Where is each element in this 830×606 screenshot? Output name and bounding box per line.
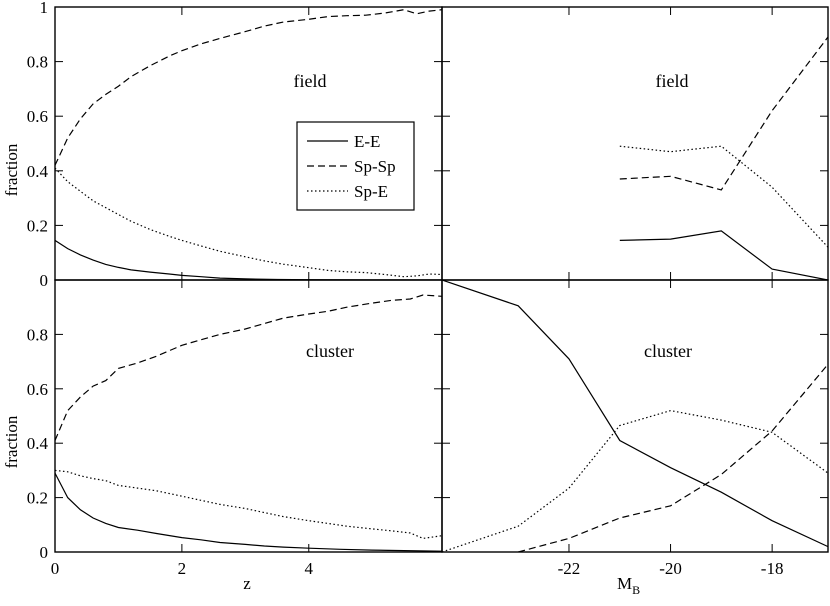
x-tick-label-z-4: 4 <box>305 559 314 578</box>
y-tick-label-top-0-6: 0.6 <box>27 107 48 126</box>
panel-label-field-z: field <box>294 71 327 91</box>
y-tick-label-top-0: 0 <box>40 271 49 290</box>
x-tick-label-mb-22: -22 <box>558 559 581 578</box>
y-tick-label-top-0-2: 0.2 <box>27 216 48 235</box>
panel-frame-cluster-mb <box>441 279 829 553</box>
panel-label-field-mb: field <box>656 71 689 91</box>
y-axis-label-top: fraction <box>2 143 21 196</box>
y-tick-label-top-1: 1 <box>40 0 49 17</box>
legend: E-E Sp-Sp Sp-E <box>296 121 415 211</box>
y-tick-label-bottom-0-6: 0.6 <box>27 380 48 399</box>
panels-layer: field field cluster cluster <box>54 6 829 553</box>
y-tick-label-top-0-8: 0.8 <box>27 53 48 72</box>
panel-frame-cluster-z <box>54 279 443 553</box>
series-line-field-mb-sp-e <box>619 145 828 248</box>
panel-cluster-mb: cluster <box>442 280 828 552</box>
legend-entry-sp-sp: Sp-Sp <box>354 157 396 176</box>
panel-field-mb: field <box>619 36 828 280</box>
series-line-field-mb-e-e <box>619 230 828 280</box>
legend-box <box>296 121 415 211</box>
panel-label-cluster-mb: cluster <box>644 341 692 361</box>
series-line-field-mb-sp-sp <box>619 36 828 191</box>
panel-series-cluster-z <box>55 294 442 552</box>
panel-frame-field-mb <box>441 6 829 281</box>
y-tick-label-bottom-0: 0 <box>40 543 49 562</box>
panel-series-cluster-mb <box>442 280 828 552</box>
series-line-cluster-mb-sp-e <box>442 409 828 552</box>
series-line-cluster-mb-sp-sp <box>518 363 828 552</box>
ticks-layer: 0 0.2 0.4 0.6 0.8 1 0 0.2 0.4 0.6 0.8 0 2 4 -22 -20 -18 <box>27 0 828 578</box>
panel-cluster-z: cluster <box>55 294 442 552</box>
series-line-cluster-z-sp-sp <box>55 294 442 441</box>
x-axis-label-z: z <box>243 574 251 593</box>
panel-label-cluster-z: cluster <box>306 341 354 361</box>
x-axis-label-mb-sub: B <box>632 583 640 597</box>
labels-layer: fraction fraction z MB <box>2 143 640 597</box>
legend-entry-e-e: E-E <box>354 132 380 151</box>
y-tick-label-bottom-0-2: 0.2 <box>27 489 48 508</box>
series-line-field-z-sp-e <box>55 167 442 278</box>
series-line-field-z-sp-sp <box>55 9 442 166</box>
series-line-cluster-z-sp-e <box>55 469 442 540</box>
x-tick-label-z-0: 0 <box>51 559 60 578</box>
panel-series-field-mb <box>619 36 828 280</box>
x-tick-label-mb-20: -20 <box>659 559 682 578</box>
x-axis-label-mb-main: M <box>617 574 632 593</box>
y-tick-label-top-0-4: 0.4 <box>27 162 49 181</box>
y-tick-label-bottom-0-8: 0.8 <box>27 325 48 344</box>
legend-entry-sp-e: Sp-E <box>354 182 388 201</box>
x-tick-label-z-2: 2 <box>178 559 187 578</box>
y-axis-label-bottom: fraction <box>2 415 21 468</box>
x-axis-label-mb: MB <box>617 574 640 597</box>
series-line-cluster-z-e-e <box>55 472 442 552</box>
y-tick-label-bottom-0-4: 0.4 <box>27 434 49 453</box>
x-tick-label-mb-18: -18 <box>761 559 784 578</box>
series-line-cluster-mb-e-e <box>442 280 828 548</box>
